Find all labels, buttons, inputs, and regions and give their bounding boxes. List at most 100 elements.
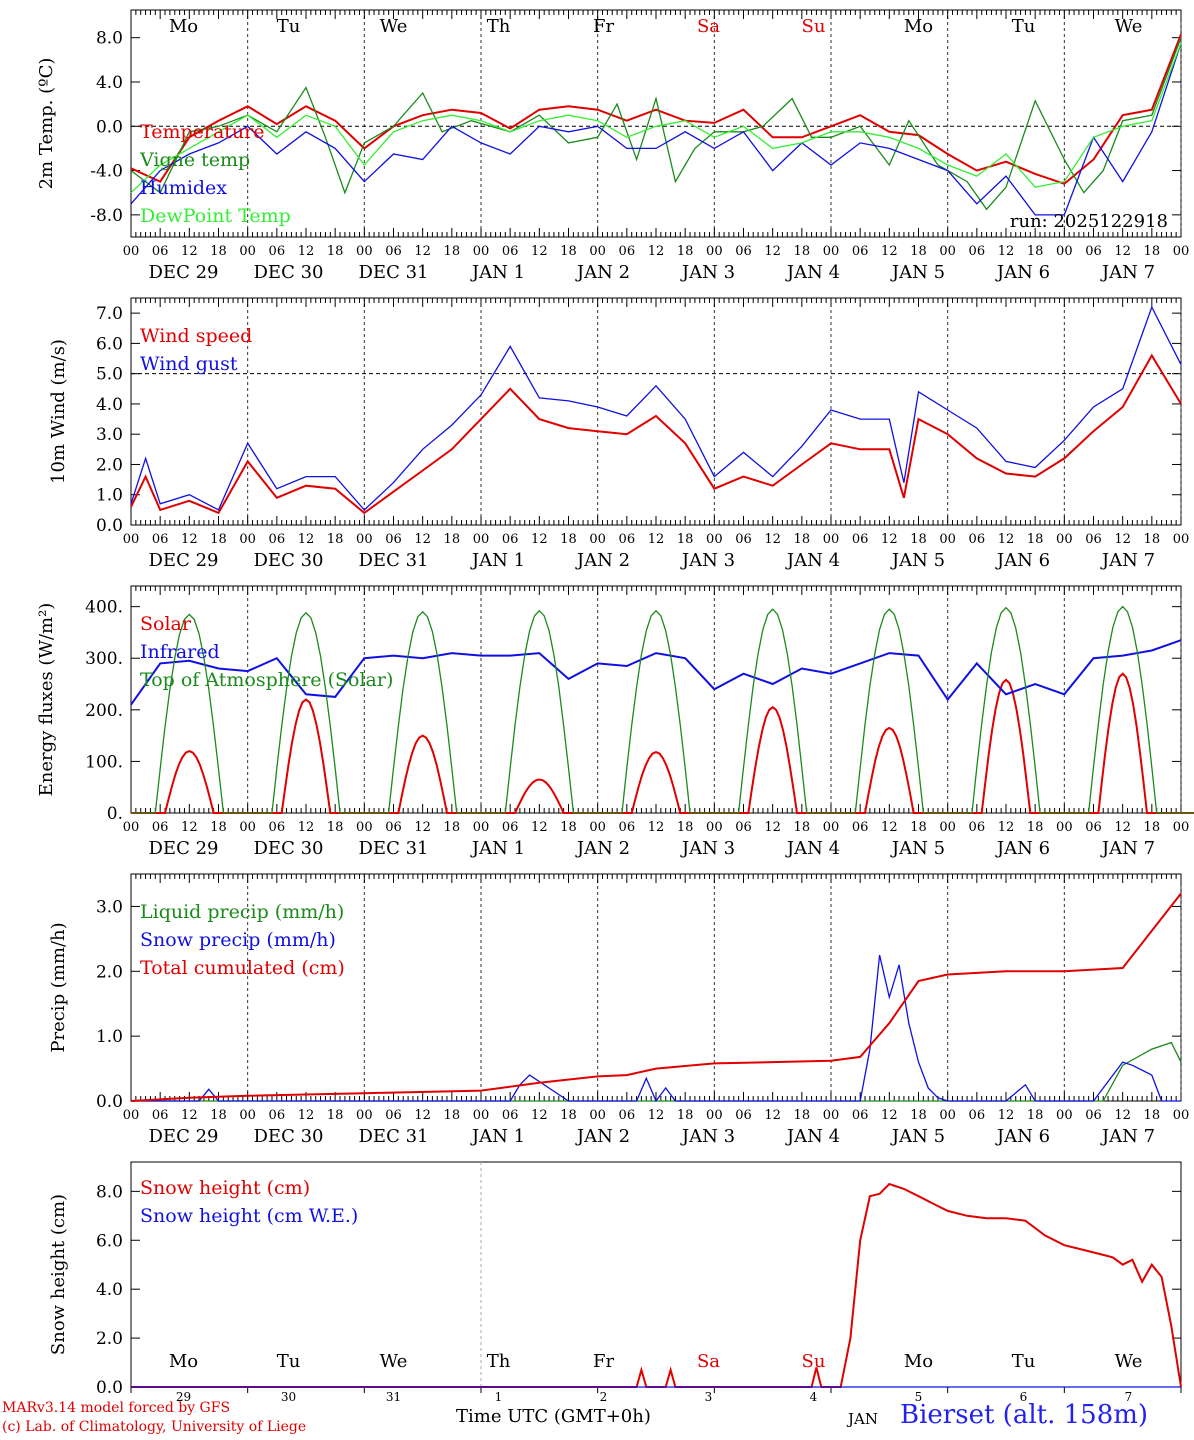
hour-tick-label: 00 [706, 532, 723, 547]
hour-tick-label: 18 [910, 532, 927, 547]
day-number-label: 7 [1125, 1390, 1133, 1404]
date-label: JAN 6 [995, 1126, 1050, 1147]
hour-tick-label: 12 [181, 532, 198, 547]
weekday-label: Th [487, 1351, 511, 1372]
weekday-label: Mo [169, 1351, 198, 1372]
hour-tick-label: 12 [881, 1108, 898, 1123]
hour-tick-label: 06 [385, 1108, 402, 1123]
hour-tick-label: 18 [910, 820, 927, 835]
y-tick-label: 300. [85, 649, 123, 669]
date-label: JAN 7 [1100, 550, 1155, 571]
date-label: JAN 3 [680, 838, 735, 859]
hour-tick-label: 00 [1173, 820, 1190, 835]
y-tick-label: 8.0 [96, 29, 123, 49]
date-label: DEC 30 [254, 1126, 324, 1147]
hour-tick-label: 00 [239, 820, 256, 835]
day-number-label: 3 [705, 1390, 713, 1404]
y-tick-label: -8.0 [90, 206, 123, 226]
hour-tick-label: 18 [794, 1108, 811, 1123]
weekday-label: Tu [277, 16, 301, 37]
hour-tick-label: 00 [706, 1108, 723, 1123]
hour-tick-label: 18 [794, 244, 811, 259]
hour-tick-label: 18 [677, 244, 694, 259]
weekday-label: Tu [1012, 1351, 1036, 1372]
hour-tick-label: 12 [531, 532, 548, 547]
y-tick-label: 0.0 [96, 1092, 123, 1112]
date-label: JAN 1 [470, 838, 525, 859]
hour-tick-label: 00 [589, 820, 606, 835]
hour-tick-label: 12 [881, 532, 898, 547]
hour-tick-label: 12 [764, 820, 781, 835]
hour-tick-label: 12 [764, 244, 781, 259]
date-label: DEC 31 [359, 838, 429, 859]
hour-tick-label: 12 [414, 1108, 431, 1123]
date-label: JAN 5 [890, 550, 945, 571]
hour-tick-label: 18 [327, 1108, 344, 1123]
hour-tick-label: 00 [706, 244, 723, 259]
hour-tick-label: 18 [210, 532, 227, 547]
weekday-label: Th [487, 16, 511, 37]
hour-tick-label: 12 [764, 1108, 781, 1123]
hour-tick-label: 12 [414, 820, 431, 835]
date-label: JAN 1 [470, 550, 525, 571]
legend-entry: Total cumulated (cm) [140, 957, 345, 979]
weekday-label: Tu [277, 1351, 301, 1372]
hour-tick-label: 12 [881, 820, 898, 835]
date-label: DEC 29 [149, 838, 219, 859]
hour-tick-label: 00 [1056, 1108, 1073, 1123]
time-axis-label: Time UTC (GMT+0h) [456, 1406, 651, 1427]
hour-tick-label: 12 [531, 1108, 548, 1123]
hour-tick-label: 06 [269, 820, 286, 835]
y-tick-label: 8.0 [96, 1182, 123, 1202]
hour-tick-label: 18 [327, 532, 344, 547]
hour-tick-label: 00 [1056, 244, 1073, 259]
hour-tick-label: 06 [152, 244, 169, 259]
hour-tick-label: 00 [356, 1108, 373, 1123]
day-number-label: 30 [281, 1390, 296, 1404]
y-tick-label: 2.0 [96, 455, 123, 475]
series-line-dewpoint-temp [130, 42, 1182, 194]
hour-tick-label: 12 [648, 244, 665, 259]
hour-tick-label: 18 [444, 532, 461, 547]
date-label: JAN 2 [575, 550, 630, 571]
model-credit: MARv3.14 model forced by GFS [2, 1400, 231, 1416]
hour-tick-label: 06 [269, 1108, 286, 1123]
hour-tick-label: 00 [589, 532, 606, 547]
y-tick-label: 4.0 [96, 395, 123, 415]
hour-tick-label: 00 [123, 244, 140, 259]
date-label: DEC 29 [149, 1126, 219, 1147]
series-line-total-cumulated-cm- [130, 892, 1182, 1102]
date-label: JAN 5 [890, 1126, 945, 1147]
hour-tick-label: 06 [1085, 244, 1102, 259]
date-label: JAN 6 [995, 550, 1050, 571]
series-line-humidex [130, 42, 1182, 216]
hour-tick-label: 06 [852, 1108, 869, 1123]
hour-tick-label: 18 [560, 820, 577, 835]
hour-tick-label: 06 [502, 1108, 519, 1123]
hour-tick-label: 12 [181, 244, 198, 259]
date-label: DEC 29 [149, 550, 219, 571]
y-tick-label: 2.0 [96, 962, 123, 982]
series-line-temperature [130, 34, 1182, 185]
date-label: JAN 1 [470, 262, 525, 283]
hour-tick-label: 06 [502, 532, 519, 547]
weekday-label: Mo [169, 16, 198, 37]
y-tick-label: 0.0 [96, 516, 123, 536]
weekday-label: Tu [1012, 16, 1036, 37]
hour-tick-label: 12 [998, 244, 1015, 259]
y-tick-label: 3.0 [96, 425, 123, 445]
legend-entry: Top of Atmosphere (Solar) [140, 669, 393, 691]
run-label: run: 2025122918 [1010, 211, 1168, 232]
hour-tick-label: 06 [152, 1108, 169, 1123]
weekday-label: Fr [593, 1351, 614, 1372]
hour-tick-label: 12 [998, 820, 1015, 835]
date-label: DEC 30 [254, 550, 324, 571]
y-tick-label: 2.0 [96, 1329, 123, 1349]
hour-tick-label: 18 [1027, 1108, 1044, 1123]
hour-tick-label: 00 [123, 1108, 140, 1123]
hour-tick-label: 18 [1027, 244, 1044, 259]
hour-tick-label: 18 [444, 820, 461, 835]
hour-tick-label: 18 [1027, 820, 1044, 835]
series-line-liquid-precip-mm-h- [131, 1041, 1182, 1102]
legend-entry: Wind speed [140, 325, 252, 347]
